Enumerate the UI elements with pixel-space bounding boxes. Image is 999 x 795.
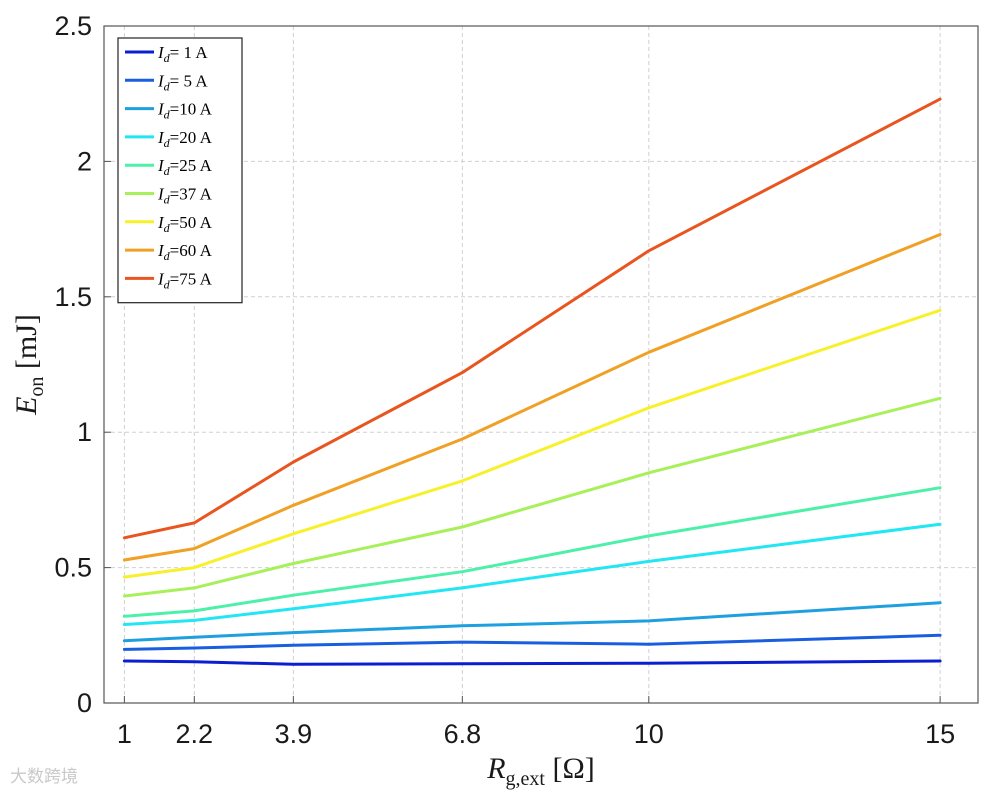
axis-ticks: 1 2.2 3.9 6.8 10 15 0 0.5 1 1.5 2 2.5 (54, 11, 955, 749)
y-tick-label: 2 (77, 146, 92, 176)
legend-entry: Id=75 A (157, 269, 213, 291)
legend-entry: Id=50 A (157, 213, 213, 235)
x-tick-label: 3.9 (275, 719, 313, 749)
series-line-7 (122, 308, 942, 579)
series-line-4 (122, 522, 942, 626)
y-tick-label: 0 (77, 688, 92, 718)
legend-entry: Id=60 A (157, 241, 213, 263)
x-tick-label: 15 (925, 719, 955, 749)
legend-entry: Id=20 A (157, 128, 213, 150)
legend-entry: Id= 1 A (157, 43, 208, 65)
series-line-2 (122, 633, 942, 651)
series-line-3 (122, 601, 942, 643)
legend-entry: Id=37 A (157, 185, 213, 207)
y-axis-title: Eon [mJ] (10, 314, 48, 416)
x-tick-label: 6.8 (444, 719, 482, 749)
y-tick-label: 1.5 (54, 282, 92, 312)
legend: Id= 1 A Id= 5 A Id=10 A Id=20 A Id=25 A Id=37… (117, 37, 243, 304)
y-tick-label: 1 (77, 417, 92, 447)
legend-entry: Id=25 A (157, 156, 213, 178)
series-line-6 (122, 396, 942, 598)
y-tick-label: 0.5 (54, 553, 92, 583)
x-axis-title: Rg,ext [Ω] (486, 752, 595, 790)
plot-area (103, 25, 979, 704)
series-line-8 (122, 233, 942, 562)
series-line-1 (122, 659, 942, 666)
series-line-9 (122, 97, 942, 540)
x-tick-label: 10 (634, 719, 664, 749)
series-line-5 (122, 486, 942, 618)
legend-entry: Id= 5 A (157, 71, 208, 93)
watermark: 大数跨境 (10, 767, 78, 787)
x-tick-label: 1 (117, 719, 132, 749)
y-tick-label: 2.5 (54, 11, 92, 41)
series-lines (122, 97, 942, 666)
legend-entry: Id=10 A (157, 100, 213, 122)
x-tick-label: 2.2 (176, 719, 214, 749)
legend-box (117, 37, 243, 304)
